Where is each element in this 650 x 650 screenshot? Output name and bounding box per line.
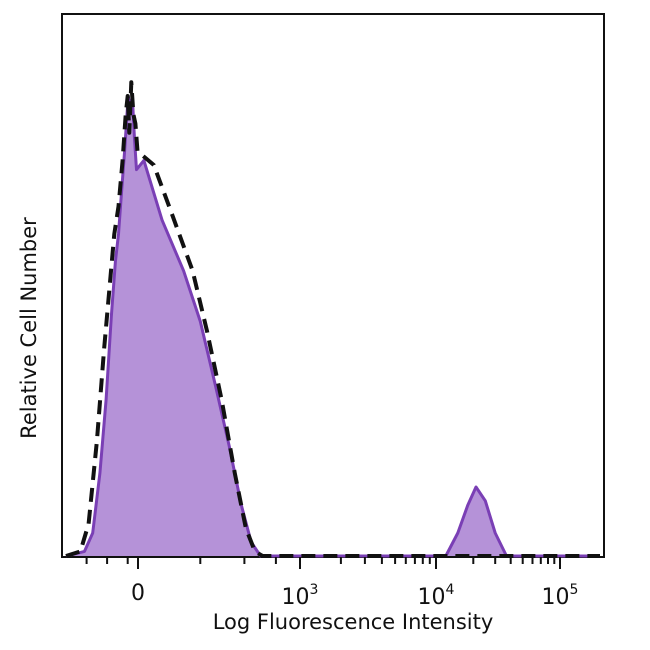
x-tick-label-1000: 103 (282, 582, 319, 610)
y-axis-label: Relative Cell Number (17, 217, 41, 439)
series-layer (65, 80, 600, 558)
x-tick-label-100000: 105 (542, 582, 579, 610)
x-tick-label-0: 0 (131, 581, 145, 606)
histogram-series-filled (65, 94, 600, 558)
x-tick-label-10000: 104 (418, 582, 455, 610)
x-axis-ticks (85, 557, 561, 569)
x-axis-label: Log Fluorescence Intensity (213, 610, 494, 634)
x-axis-tick-labels: 0 103 104 105 (131, 581, 578, 610)
histogram-series-dashed (65, 80, 600, 558)
